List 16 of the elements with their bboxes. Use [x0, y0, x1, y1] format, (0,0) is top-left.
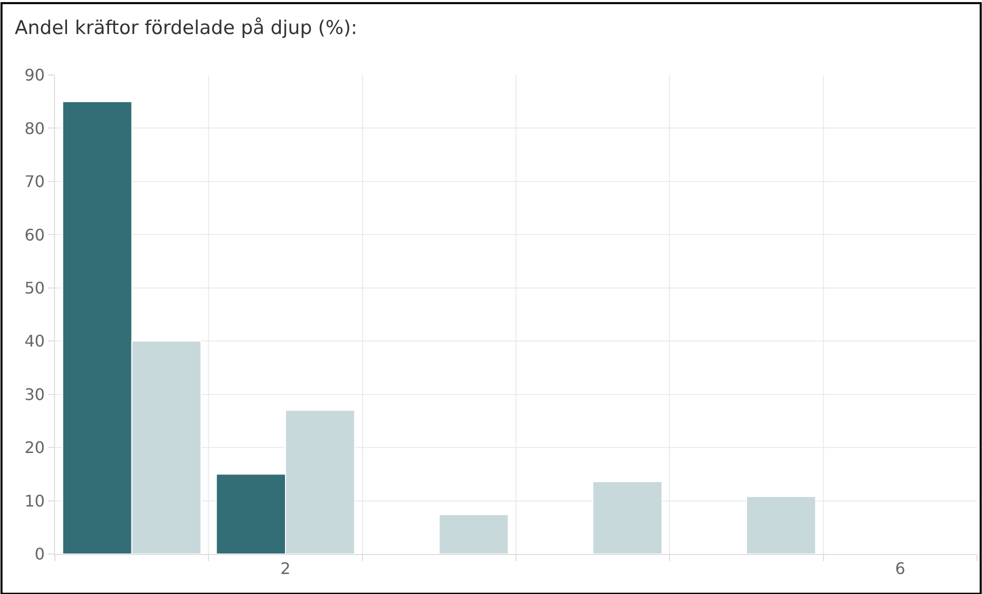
x-tick-label: 2 — [280, 559, 291, 578]
y-tick-label: 60 — [24, 225, 45, 244]
y-tick-label: 30 — [24, 384, 45, 404]
y-tick-label: 70 — [24, 172, 45, 192]
y-tick-label: 90 — [24, 66, 45, 85]
y-tick-label: 10 — [24, 491, 45, 510]
bar — [438, 514, 509, 554]
y-tick-label: 80 — [24, 118, 45, 138]
y-tick-label: 40 — [24, 332, 45, 351]
y-tick-label: 50 — [24, 278, 45, 298]
chart-title: Andel kräftor fördelade på djup (%): — [14, 17, 358, 40]
y-tick-label: 20 — [24, 438, 45, 458]
bar — [592, 481, 662, 554]
bar — [746, 496, 816, 554]
y-tick-label: 0 — [34, 544, 45, 564]
x-tick-label: 6 — [895, 559, 906, 578]
